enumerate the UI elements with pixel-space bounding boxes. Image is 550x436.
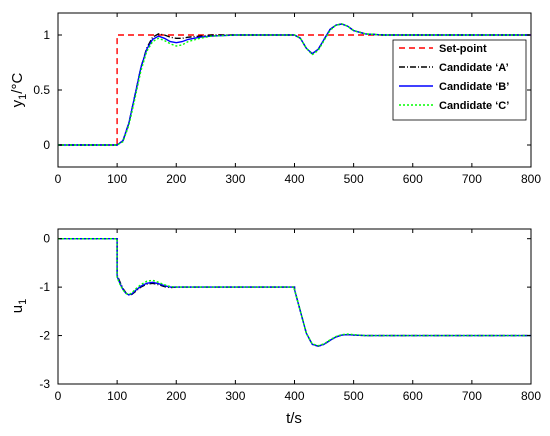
bottom-y-tick-label: -2 bbox=[39, 329, 50, 343]
bottom-series-line-candidatec bbox=[58, 237, 531, 347]
bottom-series-lines bbox=[58, 237, 531, 347]
top-x-tick-label: 600 bbox=[403, 172, 423, 186]
top-x-tick-label: 200 bbox=[166, 172, 186, 186]
top-y-axis-label-subscript: 1 bbox=[17, 94, 29, 100]
bottom-x-tick-label: 500 bbox=[344, 389, 364, 403]
bottom-x-ticks: 0 100 200 300 400 500 600 700 800 bbox=[55, 229, 541, 403]
top-x-ticks: 0 100 200 300 400 500 600 700 800 bbox=[55, 13, 541, 186]
bottom-x-tick-label: 800 bbox=[521, 389, 541, 403]
top-y-tick-label: 0 bbox=[43, 138, 50, 152]
legend-label: Candidate ‘A’ bbox=[439, 62, 509, 74]
bottom-y-axis-label-main: u bbox=[9, 305, 26, 313]
top-y-tick-label: 1 bbox=[43, 28, 50, 42]
bottom-x-tick-label: 200 bbox=[166, 389, 186, 403]
legend-label: Set-point bbox=[439, 43, 487, 55]
bottom-y-axis-label-subscript: 1 bbox=[17, 299, 29, 305]
top-x-tick-label: 500 bbox=[344, 172, 364, 186]
legend: Set-point Candidate ‘A’ Candidate ‘B’ Candi… bbox=[392, 39, 527, 121]
top-y-ticks: 00.51 bbox=[33, 28, 531, 152]
bottom-y-ticks: 0 -1 -2 -3 bbox=[39, 232, 531, 391]
bottom-y-tick-label: -3 bbox=[39, 377, 50, 391]
top-series-lines bbox=[58, 23, 531, 146]
bottom-chart: 0 100 200 300 400 500 600 700 800 0 -1 -2 -3 u1 t/s bbox=[9, 228, 541, 427]
legend-label: Candidate ‘C’ bbox=[439, 100, 509, 112]
bottom-x-tick-label: 700 bbox=[462, 389, 482, 403]
top-x-tick-label: 300 bbox=[225, 172, 245, 186]
top-x-tick-label: 800 bbox=[521, 172, 541, 186]
bottom-y-axis-label: u1 bbox=[9, 299, 29, 313]
legend-items: Set-point Candidate ‘A’ Candidate ‘B’ Candi… bbox=[399, 43, 509, 112]
top-y-tick-label: 0.5 bbox=[33, 83, 50, 97]
top-series-line-setpoint bbox=[58, 34, 531, 146]
bottom-x-tick-label: 100 bbox=[107, 389, 127, 403]
top-chart: 0 100 200 300 400 500 600 700 800 00.51 y1/°C Se… bbox=[9, 12, 541, 186]
top-x-tick-label: 700 bbox=[462, 172, 482, 186]
top-y-axis-label-main: y bbox=[9, 99, 26, 107]
top-x-tick-label: 0 bbox=[55, 172, 62, 186]
legend-label: Candidate ‘B’ bbox=[439, 81, 509, 93]
bottom-x-tick-label: 0 bbox=[55, 389, 62, 403]
top-x-tick-label: 100 bbox=[107, 172, 127, 186]
bottom-x-tick-label: 300 bbox=[225, 389, 245, 403]
bottom-y-tick-label: -1 bbox=[39, 280, 50, 294]
bottom-y-tick-label: 0 bbox=[43, 232, 50, 246]
top-x-tick-label: 400 bbox=[284, 172, 304, 186]
top-y-axis-label-unit: /°C bbox=[9, 73, 26, 94]
legend-box bbox=[392, 39, 527, 121]
bottom-x-tick-label: 600 bbox=[403, 389, 423, 403]
bottom-x-tick-label: 400 bbox=[284, 389, 304, 403]
bottom-plot-area bbox=[57, 228, 532, 385]
bottom-x-axis-label: t/s bbox=[286, 410, 302, 427]
top-y-axis-label: y1/°C bbox=[9, 73, 29, 108]
top-series-line-candidatec bbox=[58, 23, 531, 146]
